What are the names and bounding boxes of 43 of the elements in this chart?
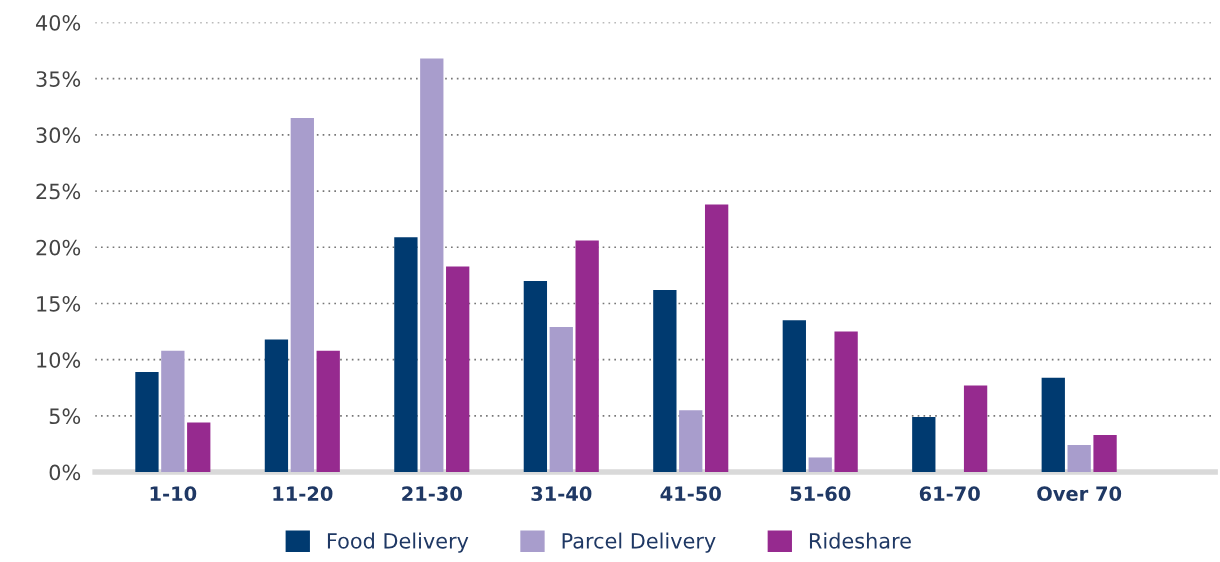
- y-tick-label: 5%: [49, 408, 81, 425]
- bar: [420, 58, 444, 473]
- bar: [834, 331, 858, 473]
- y-tick-label: 35%: [36, 71, 81, 87]
- bar: [782, 320, 806, 473]
- legend-label: Parcel Delivery: [562, 532, 716, 553]
- bar: [963, 385, 988, 473]
- legend-label: Food Delivery: [327, 532, 469, 553]
- legend-label: Rideshare: [809, 532, 911, 549]
- bar: [264, 339, 289, 473]
- bar: [808, 457, 832, 473]
- bar: [394, 237, 418, 473]
- x-tick-label: 1-10: [150, 486, 197, 502]
- bar: [1093, 434, 1117, 473]
- x-tick-label: Over 70: [1037, 486, 1122, 502]
- bar: [549, 327, 573, 473]
- bar: [290, 118, 314, 473]
- x-tick-label: 61-70: [919, 486, 980, 502]
- x-tick-label: 11-20: [273, 486, 333, 502]
- bar: [161, 350, 185, 473]
- x-tick-label: 51-60: [790, 486, 851, 502]
- y-tick-label: 15%: [37, 295, 81, 312]
- bar: [679, 410, 703, 473]
- x-tick-label: 31-40: [531, 486, 592, 502]
- y-tick-label: 40%: [35, 14, 81, 31]
- bar: [1041, 377, 1065, 473]
- bar: [523, 281, 548, 473]
- y-tick-label: 0%: [49, 464, 81, 481]
- x-tick-label: 21-30: [402, 486, 462, 502]
- y-tick-label: 25%: [36, 183, 81, 200]
- bar: [704, 204, 729, 473]
- y-tick-label: 10%: [37, 352, 81, 368]
- bar: [912, 417, 936, 473]
- bar: [135, 372, 159, 473]
- bar: [575, 240, 599, 473]
- bar: [1067, 445, 1091, 473]
- y-tick-label: 20%: [36, 239, 81, 256]
- x-tick-label: 41-50: [660, 486, 721, 502]
- bar: [316, 350, 340, 473]
- y-tick-label: 30%: [36, 127, 81, 144]
- bar: [446, 266, 470, 473]
- bar: [187, 422, 211, 473]
- bar: [653, 289, 677, 473]
